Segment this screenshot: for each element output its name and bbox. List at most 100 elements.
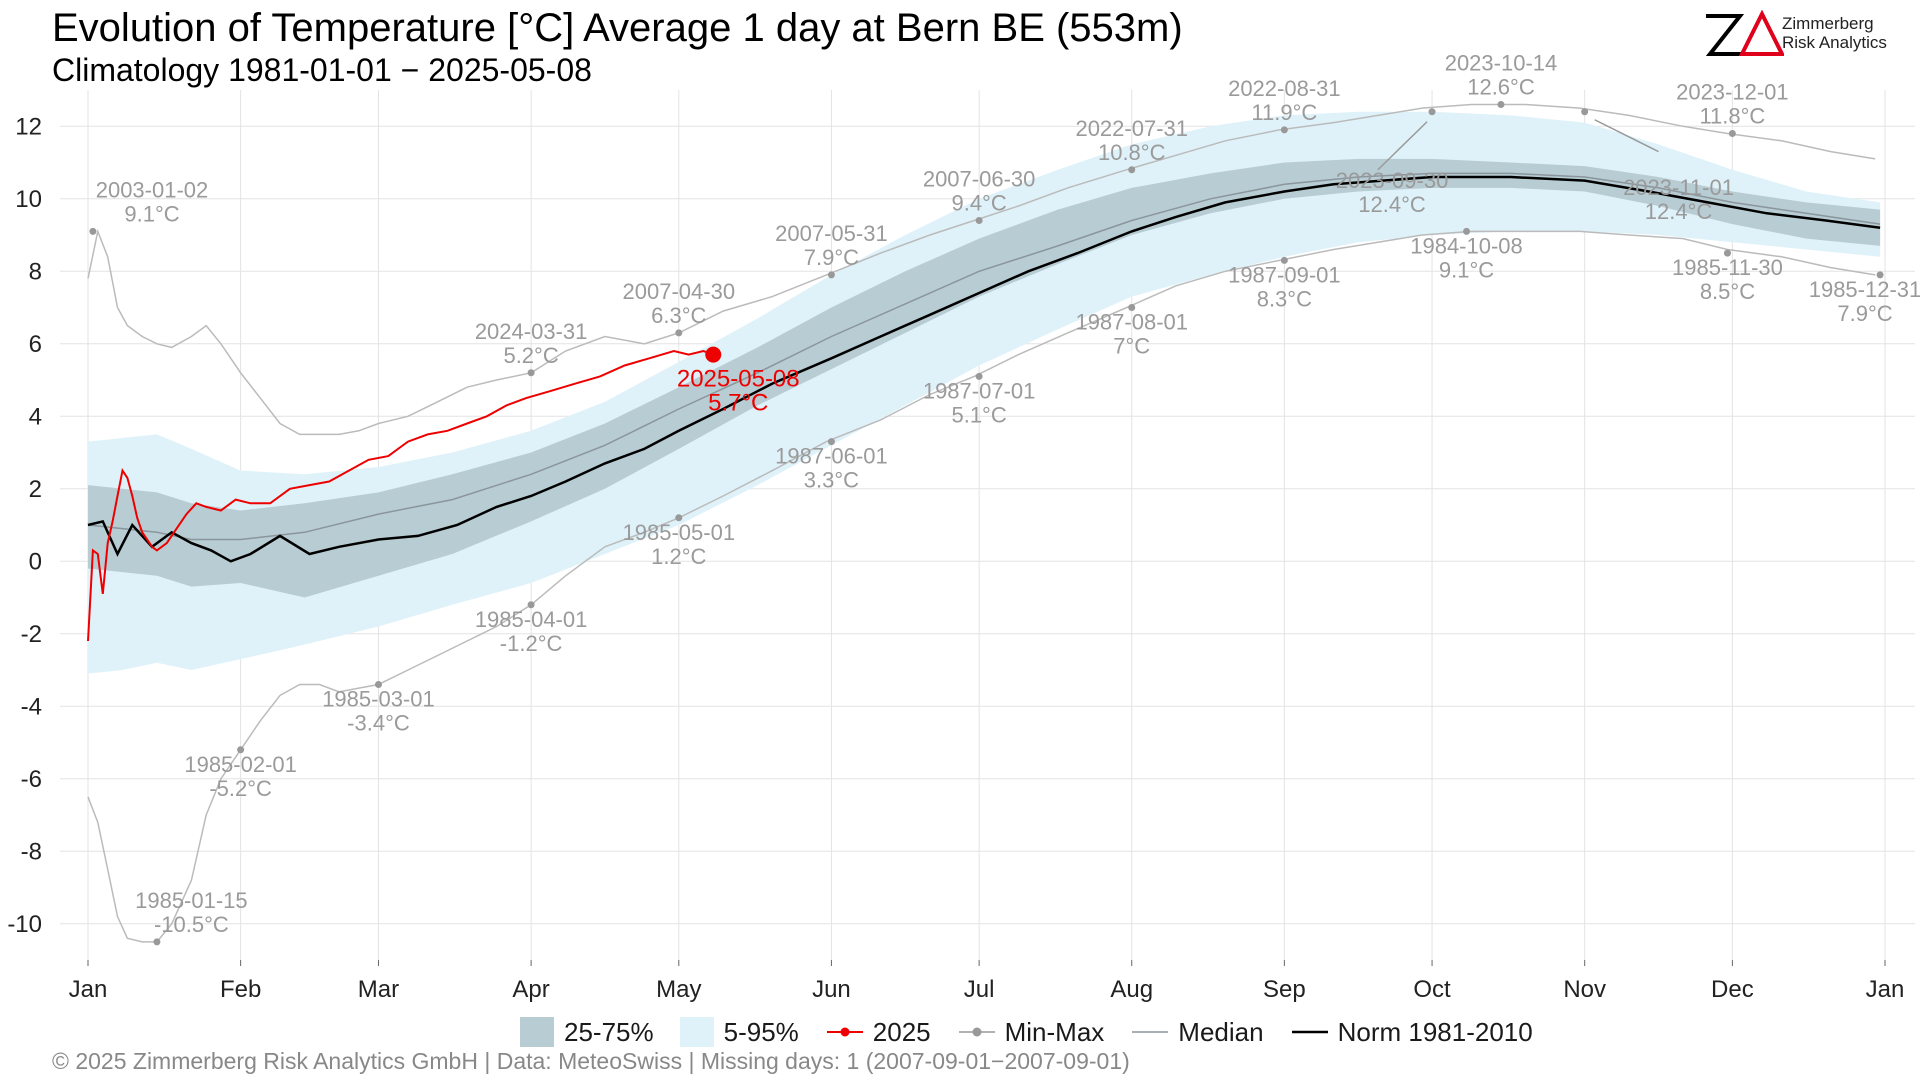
legend-swatch-25-75: [520, 1017, 554, 1047]
record-label: 1984-10-089.1°C: [1410, 233, 1523, 282]
leader-line-2023-11-01: [1594, 119, 1659, 153]
record-value: 6.3°C: [651, 303, 706, 328]
record-date: 2023-12-01: [1676, 80, 1789, 105]
legend-label-minmax: Min-Max: [1004, 1016, 1105, 1047]
record-label: 1985-03-01-3.4°C: [322, 687, 435, 736]
chart-title: Evolution of Temperature [°C] Average 1 …: [52, 6, 1183, 50]
record-value: -1.2°C: [500, 631, 563, 656]
record-date: 2022-08-31: [1228, 76, 1341, 101]
legend-label-25-75: 25-75%: [564, 1016, 654, 1047]
record-point: [827, 271, 835, 279]
logo-text: Zimmerberg Risk Analytics: [1782, 14, 1887, 52]
record-point: [527, 369, 535, 377]
x-tick-label: Jun: [812, 976, 851, 1003]
record-date: 2023-10-14: [1445, 51, 1558, 76]
y-tick-label: 8: [29, 258, 42, 285]
norm-line: [87, 175, 1881, 563]
record-point: [1497, 101, 1505, 108]
legend-item-norm: Norm 1981-2010: [1290, 1017, 1533, 1048]
record-date: 1984-10-08: [1410, 233, 1523, 258]
record-value: 12.6°C: [1467, 75, 1535, 100]
leader-line-2023-09-30: [1377, 121, 1428, 171]
record-value: -10.5°C: [154, 912, 229, 937]
record-date: 2003-01-02: [96, 177, 209, 202]
record-date: 1985-03-01: [322, 687, 435, 712]
current-day-date-label: 2025-05-08: [677, 366, 800, 393]
record-label: 1985-11-308.5°C: [1672, 255, 1783, 304]
record-point: [1876, 271, 1884, 279]
record-label: 1985-04-01-1.2°C: [475, 607, 588, 656]
chart-subtitle: Climatology 1981-01-01 − 2025-05-08: [52, 52, 592, 88]
legend-key-norm-icon: [1291, 1030, 1328, 1034]
record-date: 1985-05-01: [623, 520, 736, 545]
record-label: 2007-06-309.4°C: [923, 167, 1036, 216]
x-tick-label: Sep: [1263, 976, 1306, 1003]
legend-key-median-icon: [1132, 1031, 1169, 1033]
record-point: [527, 601, 535, 609]
record-date: 1987-06-01: [775, 444, 888, 469]
y-tick-label: 10: [15, 186, 42, 213]
record-value: 8.5°C: [1700, 279, 1755, 304]
record-date: 1985-11-30: [1672, 255, 1783, 280]
record-label: 2024-03-315.2°C: [475, 319, 588, 368]
chart-legend: 25-75% 5-95% 2025 Min-Max Median Norm 19…: [520, 1012, 1559, 1052]
y-tick-label: 4: [29, 403, 42, 430]
y-tick-label: -2: [21, 621, 42, 648]
legend-label-current: 2025: [872, 1016, 931, 1047]
record-point: [1728, 130, 1736, 137]
y-tick-label: -4: [21, 693, 42, 720]
record-date: 1985-01-15: [135, 888, 248, 913]
annotations: 2003-01-029.1°C2024-03-315.2°C2007-04-30…: [89, 51, 1920, 946]
record-point: [975, 217, 983, 224]
x-tick-label: Nov: [1563, 976, 1606, 1003]
record-point: [1723, 249, 1731, 257]
record-value: 12.4°C: [1645, 199, 1713, 224]
record-point: [374, 681, 382, 688]
legend-item-current: 2025: [825, 1017, 931, 1048]
x-tick-label: Feb: [220, 976, 261, 1003]
record-label: 1987-08-017°C: [1075, 310, 1188, 359]
record-point: [1128, 166, 1136, 174]
y-tick-label: 0: [29, 548, 42, 575]
record-value: 10.8°C: [1098, 140, 1166, 165]
record-point: [1463, 227, 1471, 235]
record-label: 2003-01-029.1°C: [96, 177, 209, 226]
y-tick-label: -10: [7, 911, 42, 938]
legend-swatch-5-95: [679, 1017, 714, 1047]
record-date: 2024-03-31: [475, 319, 588, 344]
record-value: 7°C: [1113, 334, 1150, 359]
record-date: 1985-04-01: [475, 607, 588, 632]
record-date: 2023-09-30: [1336, 168, 1449, 193]
record-value: -3.4°C: [347, 711, 410, 736]
record-label: 2007-04-306.3°C: [623, 279, 736, 328]
record-date: 1987-07-01: [923, 378, 1036, 403]
band-25-75: [88, 158, 1881, 598]
record-label: 1987-07-015.1°C: [923, 378, 1036, 427]
record-label: 1987-09-018.3°C: [1228, 262, 1341, 311]
record-date: 2007-04-30: [623, 279, 736, 304]
x-tick-label: Jan: [69, 976, 108, 1003]
x-tick-label: May: [656, 976, 701, 1003]
x-tick-label: Aug: [1110, 976, 1153, 1003]
x-tick-label: Jan: [1866, 976, 1905, 1003]
record-point: [1280, 126, 1288, 134]
current-day-point: [705, 346, 722, 363]
record-value: 9.1°C: [1439, 257, 1494, 282]
record-label: 1987-06-013.3°C: [775, 444, 888, 493]
x-tick-label: Mar: [358, 976, 399, 1003]
record-date: 1985-02-01: [184, 752, 297, 777]
record-value: -5.2°C: [209, 776, 272, 801]
record-point: [675, 514, 683, 522]
logo-line2: Risk Analytics: [1782, 33, 1887, 52]
record-point: [153, 938, 161, 946]
legend-key-minmax-icon: [958, 1027, 995, 1037]
record-date: 2022-07-31: [1075, 116, 1188, 141]
record-value: 7.9°C: [1837, 301, 1892, 326]
y-tick-label: 6: [29, 331, 42, 358]
y-tick-label: 12: [15, 113, 42, 140]
